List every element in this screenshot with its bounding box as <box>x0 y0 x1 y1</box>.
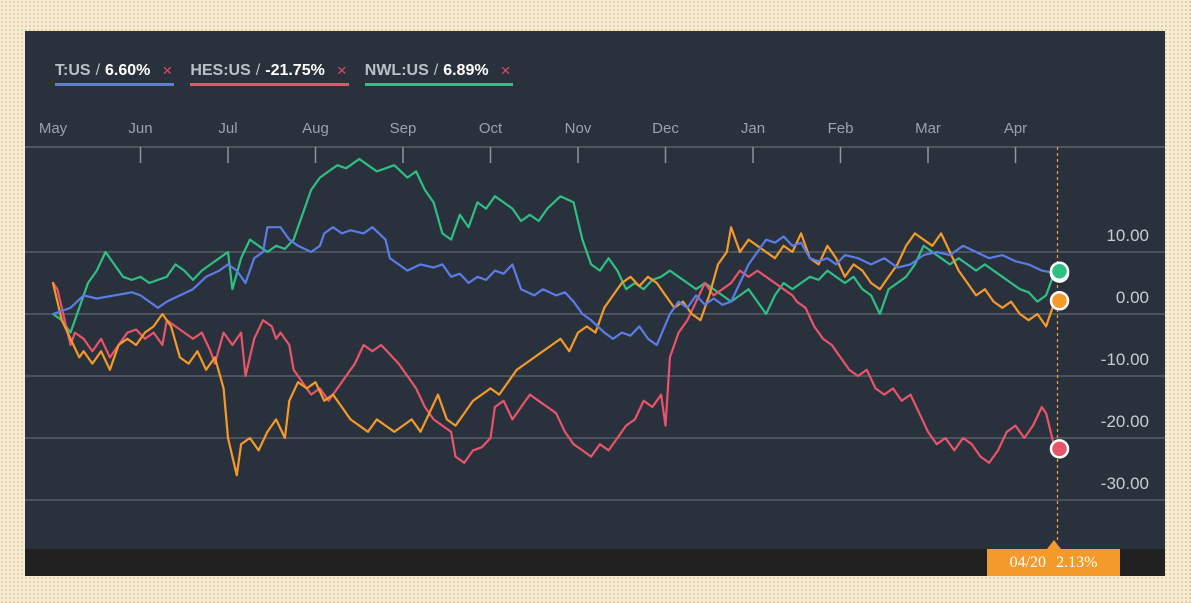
x-tick-label: Nov <box>565 120 592 137</box>
legend-ticker: NWL:US <box>364 62 429 79</box>
y-tick-label: -30.00 <box>1101 474 1149 493</box>
series-line-t <box>51 226 1057 347</box>
legend: T:US / 6.60% × HES:US / -21.75% × NWL:US… <box>55 59 513 87</box>
x-tick-label: Feb <box>828 120 854 137</box>
end-marker-nwl <box>1049 261 1070 282</box>
marker-arrow-icon <box>1047 540 1061 549</box>
x-tick-label: May <box>39 120 68 137</box>
legend-separator: / <box>95 62 101 79</box>
series-line-nwl <box>51 157 1057 334</box>
x-tick-label: Jun <box>128 120 152 137</box>
x-tick-label: Apr <box>1004 120 1027 137</box>
y-tick-label: -10.00 <box>1101 350 1149 369</box>
x-tick-label: Aug <box>302 120 329 137</box>
legend-ticker: T:US <box>55 62 91 79</box>
legend-percent: 6.60% <box>105 62 151 79</box>
end-marker-hes <box>1049 439 1070 459</box>
x-tick-label: Sep <box>390 120 417 137</box>
legend-ticker: HES:US <box>190 62 251 79</box>
y-tick-label: 0.00 <box>1116 288 1149 307</box>
chart-canvas[interactable]: May Jun Jul Aug Sep Oct Nov Dec Jan Feb Mar Apr 10.0… <box>25 31 1165 576</box>
legend-separator: / <box>433 62 439 79</box>
end-marker-orange <box>1049 291 1070 311</box>
series-line-orange <box>51 226 1057 477</box>
time-axis-footer <box>25 549 1165 576</box>
legend-separator: / <box>255 62 261 79</box>
legend-item-nwl[interactable]: NWL:US / 6.89% × <box>364 59 513 86</box>
close-icon[interactable]: × <box>162 61 173 80</box>
marker-date: 04/20 <box>1009 553 1047 571</box>
close-icon[interactable]: × <box>336 61 347 80</box>
legend-percent: -21.75% <box>265 62 325 79</box>
x-tick-label: Oct <box>479 120 503 137</box>
x-tick-label: Dec <box>652 120 679 137</box>
y-tick-label: -20.00 <box>1101 412 1149 431</box>
y-tick-label: 10.00 <box>1106 226 1149 245</box>
legend-percent: 6.89% <box>443 62 489 79</box>
x-tick-label: Jul <box>218 120 237 137</box>
legend-item-hes[interactable]: HES:US / -21.75% × <box>190 59 349 86</box>
x-tick-label: Jan <box>741 120 765 137</box>
chart-panel: May Jun Jul Aug Sep Oct Nov Dec Jan Feb Mar Apr 10.0… <box>25 31 1165 576</box>
legend-item-t[interactable]: T:US / 6.60% × <box>55 59 175 86</box>
series-line-hes <box>51 269 1057 464</box>
crosshair-marker-label: 04/20 2.13% <box>987 549 1120 576</box>
close-icon[interactable]: × <box>500 61 511 80</box>
x-tick-label: Mar <box>915 120 941 137</box>
marker-value: 2.13% <box>1056 553 1098 571</box>
